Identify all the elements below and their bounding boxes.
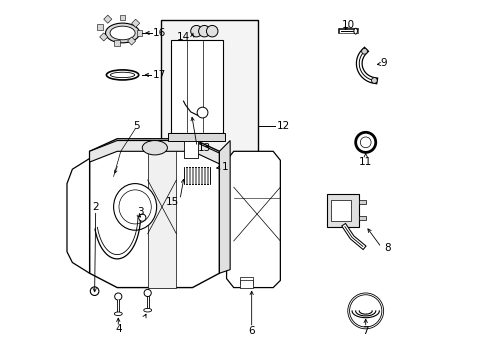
Bar <box>103 15 112 23</box>
Text: 17: 17 <box>152 70 165 80</box>
Text: 6: 6 <box>248 325 254 336</box>
Circle shape <box>360 137 370 148</box>
Text: 1: 1 <box>222 162 228 172</box>
Circle shape <box>198 26 210 37</box>
Text: 15: 15 <box>165 197 179 207</box>
Ellipse shape <box>142 140 167 155</box>
Text: 2: 2 <box>92 202 99 212</box>
Ellipse shape <box>143 309 151 312</box>
Bar <box>168 133 224 140</box>
Text: 10: 10 <box>341 20 354 30</box>
Bar <box>120 15 125 21</box>
Text: 3: 3 <box>137 207 143 217</box>
Circle shape <box>206 26 218 37</box>
Bar <box>97 24 102 30</box>
Text: 16: 16 <box>153 28 166 38</box>
Circle shape <box>355 132 375 152</box>
Polygon shape <box>89 139 219 288</box>
Text: 4: 4 <box>115 324 122 334</box>
Bar <box>127 37 135 45</box>
Circle shape <box>371 78 376 83</box>
Text: 11: 11 <box>358 157 371 167</box>
Text: 7: 7 <box>362 325 368 336</box>
Bar <box>131 19 140 27</box>
Circle shape <box>139 214 145 221</box>
Polygon shape <box>226 151 280 288</box>
Circle shape <box>90 287 99 296</box>
Polygon shape <box>89 140 219 164</box>
Bar <box>100 33 107 41</box>
Bar <box>114 40 120 45</box>
Bar <box>183 140 198 158</box>
Ellipse shape <box>113 184 156 230</box>
Bar <box>326 194 359 226</box>
Bar <box>136 30 142 36</box>
Text: 13: 13 <box>198 143 211 153</box>
Circle shape <box>197 107 207 118</box>
Ellipse shape <box>106 70 139 80</box>
Bar <box>161 21 258 211</box>
Bar <box>240 280 252 288</box>
Ellipse shape <box>110 26 135 40</box>
Polygon shape <box>67 158 89 273</box>
Bar <box>183 167 210 184</box>
Ellipse shape <box>114 312 122 316</box>
Bar <box>171 40 223 134</box>
Text: 5: 5 <box>133 121 139 131</box>
Text: 8: 8 <box>384 243 390 253</box>
Bar <box>359 200 365 204</box>
Circle shape <box>115 293 122 300</box>
Bar <box>330 200 350 221</box>
Ellipse shape <box>119 190 151 224</box>
Circle shape <box>361 48 366 54</box>
Text: 14: 14 <box>176 32 190 41</box>
Polygon shape <box>219 140 230 273</box>
Ellipse shape <box>353 28 357 34</box>
Bar <box>240 277 252 284</box>
Text: 12: 12 <box>276 121 289 131</box>
Ellipse shape <box>105 23 139 43</box>
Ellipse shape <box>110 72 135 78</box>
Bar <box>359 216 365 220</box>
Polygon shape <box>147 140 176 288</box>
Text: 9: 9 <box>379 58 386 68</box>
Circle shape <box>190 26 202 37</box>
Circle shape <box>144 289 151 297</box>
